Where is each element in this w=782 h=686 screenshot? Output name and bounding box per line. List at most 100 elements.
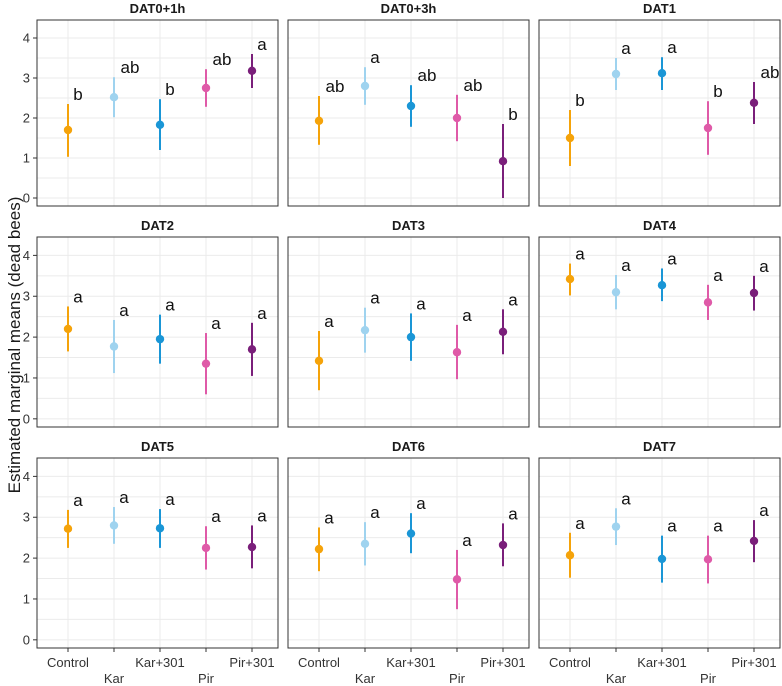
mean-point-kar: [360, 325, 370, 335]
x-tick-label: Pir: [198, 671, 215, 686]
panel-dat2: DAT2 0 1 2 3 4 a a a a a: [23, 218, 279, 428]
mean-point-pir: [452, 113, 462, 123]
mean-point-kar: [109, 521, 119, 530]
significance-letter: a: [667, 517, 677, 536]
x-tick-label: Control: [47, 655, 89, 670]
significance-letter: a: [667, 249, 677, 268]
significance-letter: a: [165, 490, 175, 509]
significance-letter: ab: [761, 63, 780, 82]
panel-frame: [36, 19, 279, 207]
panel-dat0-3h: DAT0+3h ab a ab ab b: [287, 1, 530, 207]
significance-letter: a: [370, 289, 380, 308]
mean-point-pir: [201, 543, 211, 553]
panel-dat5: DAT5 0 1 2 3 4 a a a a a: [23, 439, 279, 649]
significance-letter: a: [759, 257, 769, 276]
significance-letter: a: [211, 314, 221, 333]
mean-point-pir: [201, 83, 211, 93]
y-tick-label: 1: [23, 151, 30, 166]
mean-point-pir-plus-301: [498, 327, 508, 336]
x-tick-label: Kar: [355, 671, 376, 686]
significance-letter: a: [370, 48, 380, 67]
panel-frame: [36, 236, 279, 428]
panel-title: DAT4: [643, 218, 677, 233]
significance-letter: a: [621, 39, 631, 58]
mean-point-kar: [109, 342, 119, 351]
significance-letter: b: [165, 80, 174, 99]
mean-point-pir-plus-301: [247, 66, 257, 76]
panel-dat3: DAT3 a a a a a: [287, 218, 530, 428]
y-tick-label: 3: [23, 510, 30, 525]
mean-point-pir-plus-301: [247, 542, 257, 552]
mean-point-pir: [703, 123, 713, 133]
y-axis-label: Estimated marginal means (dead bees): [5, 197, 24, 494]
significance-letter: a: [621, 489, 631, 508]
x-tick-label: Pir+301: [480, 655, 525, 670]
mean-point-kar: [611, 69, 621, 79]
significance-letter: a: [370, 503, 380, 522]
panel-frame: [287, 19, 530, 207]
mean-point-kar-plus-301: [657, 554, 667, 564]
y-tick-label: 3: [23, 289, 30, 304]
panel-title: DAT0+1h: [130, 1, 186, 16]
mean-point-control: [314, 356, 324, 366]
x-tick-label: Pir: [700, 671, 717, 686]
significance-letter: a: [508, 290, 518, 309]
y-tick-label: 2: [23, 330, 30, 345]
x-tick-label: Pir+301: [229, 655, 274, 670]
significance-letter: a: [713, 266, 723, 285]
significance-letter: b: [713, 82, 722, 101]
mean-point-kar-plus-301: [406, 101, 416, 111]
mean-point-control: [314, 116, 324, 126]
mean-point-control: [63, 524, 73, 533]
facet-panels: DAT0+1h01234babbabaDAT0+3habaababbDAT1ba…: [23, 1, 781, 649]
y-tick-label: 4: [23, 31, 30, 46]
mean-point-kar: [360, 539, 370, 549]
y-tick-label: 0: [23, 411, 30, 426]
mean-point-kar-plus-301: [406, 332, 416, 342]
mean-point-pir-plus-301: [749, 288, 759, 298]
significance-letter: a: [165, 296, 175, 315]
significance-letter: a: [713, 517, 723, 536]
panel-frame: [538, 19, 781, 207]
mean-point-control: [565, 551, 575, 560]
y-tick-label: 0: [23, 632, 30, 647]
significance-letter: a: [257, 506, 267, 525]
significance-letter: ab: [213, 50, 232, 69]
y-tick-label: 2: [23, 551, 30, 566]
significance-letter: a: [211, 507, 221, 526]
significance-letter: a: [667, 38, 677, 57]
panel-title: DAT1: [643, 1, 676, 16]
panel-frame: [538, 457, 781, 649]
mean-point-kar: [360, 81, 370, 91]
panel-frame: [287, 236, 530, 428]
mean-point-control: [565, 274, 575, 284]
x-tick-label: Kar: [104, 671, 125, 686]
panel-frame: [538, 236, 781, 428]
mean-point-pir: [452, 575, 462, 584]
mean-point-control: [63, 125, 73, 135]
significance-letter: a: [73, 287, 83, 306]
mean-point-pir: [201, 359, 211, 368]
x-tick-label: Control: [298, 655, 340, 670]
mean-point-pir-plus-301: [749, 98, 759, 108]
panel-title: DAT2: [141, 218, 174, 233]
significance-letter: a: [462, 531, 472, 550]
significance-letter: a: [73, 491, 83, 510]
y-tick-label: 4: [23, 248, 30, 263]
mean-point-pir: [703, 555, 713, 564]
mean-point-pir: [703, 298, 713, 307]
significance-letter: ab: [326, 77, 345, 96]
mean-point-kar-plus-301: [657, 69, 667, 78]
mean-point-kar: [611, 522, 621, 531]
mean-point-pir: [452, 348, 462, 357]
y-tick-label: 1: [23, 370, 30, 385]
panel-dat6: DAT6 a a a a a: [287, 439, 530, 649]
x-tick-label: Control: [549, 655, 591, 670]
mean-point-kar: [109, 93, 119, 102]
significance-letter: a: [575, 245, 585, 264]
x-tick-label: Pir: [449, 671, 466, 686]
significance-letter: a: [119, 301, 129, 320]
panel-title: DAT6: [392, 439, 425, 454]
